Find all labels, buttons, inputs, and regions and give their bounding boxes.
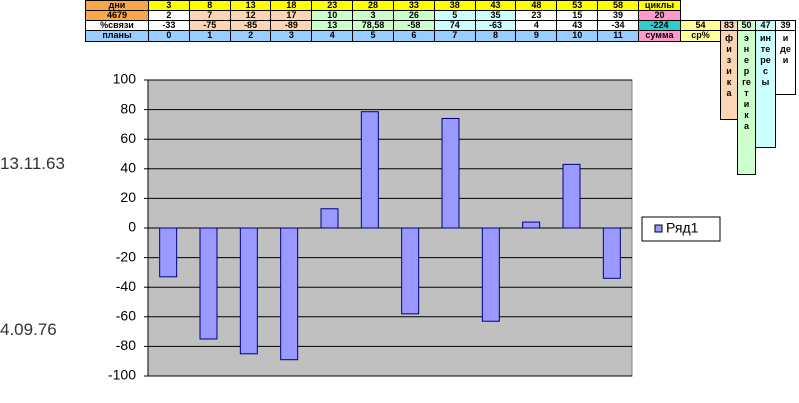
bar [441,117,460,229]
bar [239,227,258,355]
y-tick-label: 100 [113,71,137,87]
table-cell: планы [85,30,149,42]
table-cell: 1 [188,30,231,42]
bar [159,227,178,278]
bar [522,221,541,229]
bar [280,227,299,361]
bar [320,208,339,229]
bar [199,227,218,340]
vertical-header: интересы [755,30,776,148]
y-tick-label: -100 [108,367,136,383]
vertical-header: физика [720,30,738,120]
table-cell: 8 [474,30,517,42]
y-tick-label: -40 [116,278,136,294]
table-cell: 3 [270,30,313,42]
side-label: 4.09.76 [0,320,57,339]
y-tick-label: -20 [116,248,136,264]
legend-swatch [654,224,663,233]
bar [481,227,500,322]
y-tick-label: 80 [120,100,136,116]
bar [562,163,581,229]
y-tick-label: 20 [120,189,136,205]
table-cell: 0 [148,30,190,42]
bar [602,227,621,279]
table-cell: сумма [637,30,681,42]
y-tick-label: 0 [128,219,136,235]
y-tick-label: -80 [116,337,136,353]
table-cell: 11 [597,30,639,42]
side-label: 13.11.63 [0,154,65,173]
vertical-header: идеи [775,30,796,95]
y-tick-label: -60 [116,308,136,324]
table-cell: 5 [352,30,394,42]
table-cell: 7 [433,30,476,42]
table-cell: 2 [229,30,272,42]
table-cell: ср% [680,30,721,42]
bar [401,227,420,315]
table-cell: 9 [515,30,558,42]
y-tick-label: 60 [120,130,136,146]
table-cell: 4 [311,30,354,42]
bar [360,111,379,229]
legend-label: Ряд1 [666,220,699,236]
y-tick-label: 40 [120,160,136,176]
table-cell: 6 [392,30,435,42]
vertical-header: энергетика [737,30,756,175]
legend-box [641,216,721,242]
table-cell: 10 [556,30,599,42]
